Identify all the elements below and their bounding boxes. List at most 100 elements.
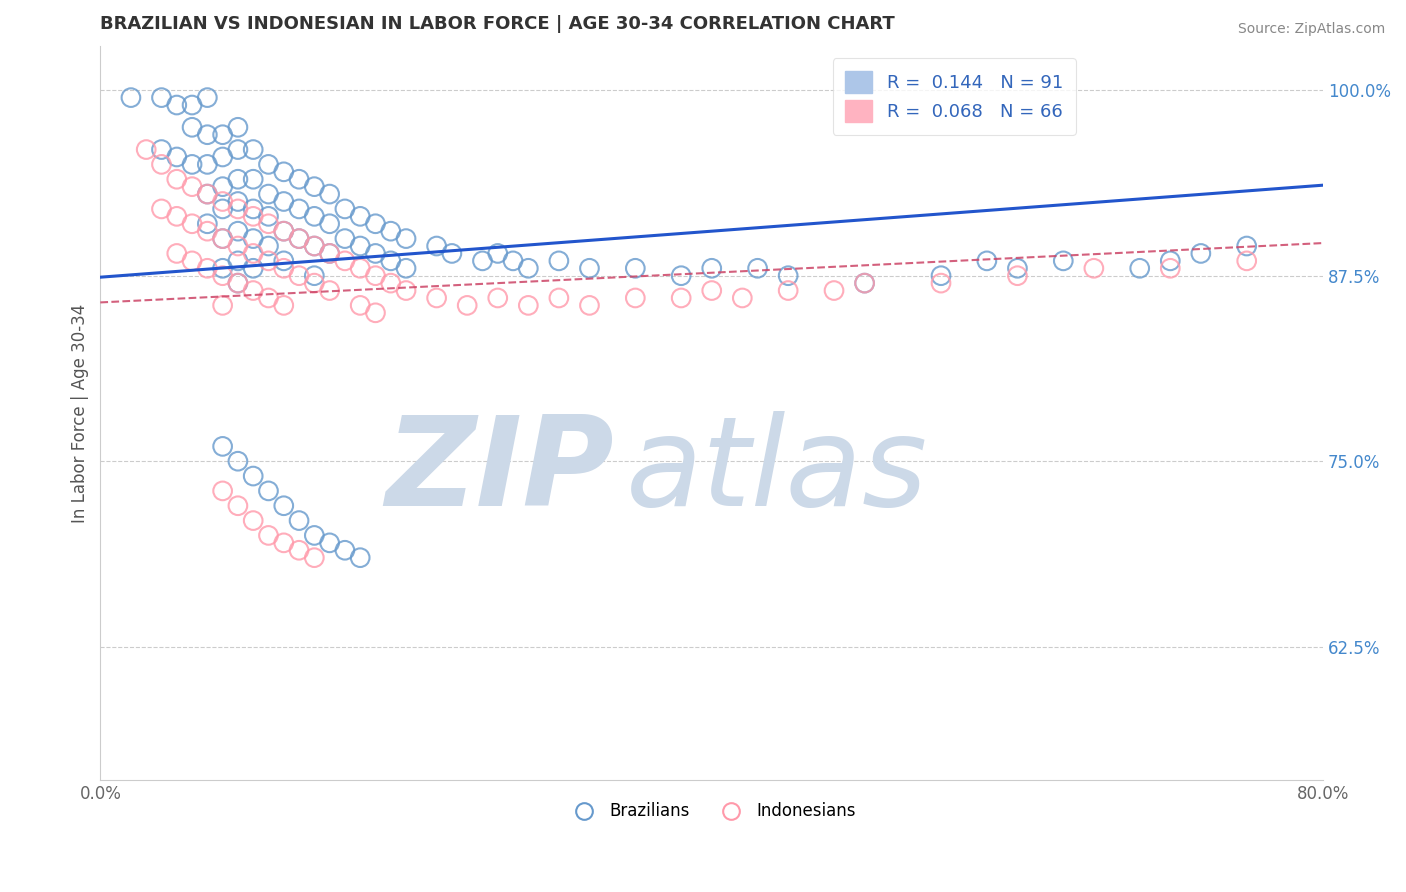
Point — [195, 157, 218, 171]
Point — [211, 261, 233, 276]
Point — [578, 298, 600, 312]
Point — [349, 210, 371, 224]
Point — [288, 231, 311, 245]
Point — [273, 499, 295, 513]
Point — [517, 298, 540, 312]
Point — [288, 543, 311, 558]
Point — [1129, 261, 1152, 276]
Point — [120, 90, 142, 104]
Point — [211, 439, 233, 453]
Point — [211, 268, 233, 283]
Point — [349, 550, 371, 565]
Point — [304, 276, 326, 290]
Point — [929, 268, 952, 283]
Point — [181, 253, 204, 268]
Point — [181, 157, 204, 171]
Point — [349, 261, 371, 276]
Point — [778, 268, 800, 283]
Text: ZIP: ZIP — [385, 411, 614, 533]
Point — [226, 143, 249, 157]
Point — [181, 98, 204, 112]
Point — [1236, 239, 1258, 253]
Point — [242, 210, 264, 224]
Point — [318, 187, 340, 202]
Point — [1083, 261, 1105, 276]
Point — [304, 210, 326, 224]
Point — [226, 120, 249, 135]
Point — [333, 543, 356, 558]
Point — [211, 179, 233, 194]
Point — [273, 194, 295, 209]
Point — [150, 143, 173, 157]
Point — [1159, 261, 1181, 276]
Point — [273, 253, 295, 268]
Point — [211, 194, 233, 209]
Point — [181, 120, 204, 135]
Point — [747, 261, 769, 276]
Point — [502, 253, 524, 268]
Point — [395, 231, 418, 245]
Point — [380, 276, 402, 290]
Point — [226, 224, 249, 238]
Point — [195, 187, 218, 202]
Point — [624, 261, 647, 276]
Point — [288, 202, 311, 216]
Point — [257, 291, 280, 305]
Point — [166, 150, 188, 164]
Point — [257, 210, 280, 224]
Point — [731, 291, 754, 305]
Point — [273, 224, 295, 238]
Point — [226, 194, 249, 209]
Point — [211, 150, 233, 164]
Point — [700, 261, 723, 276]
Point — [211, 231, 233, 245]
Point — [195, 261, 218, 276]
Point — [166, 246, 188, 260]
Point — [242, 261, 264, 276]
Point — [150, 157, 173, 171]
Point — [304, 239, 326, 253]
Point — [288, 231, 311, 245]
Point — [318, 246, 340, 260]
Point — [242, 172, 264, 186]
Point — [318, 536, 340, 550]
Point — [273, 261, 295, 276]
Point — [364, 306, 387, 320]
Point — [318, 284, 340, 298]
Point — [364, 268, 387, 283]
Point — [257, 157, 280, 171]
Point — [242, 202, 264, 216]
Text: Source: ZipAtlas.com: Source: ZipAtlas.com — [1237, 22, 1385, 37]
Point — [166, 210, 188, 224]
Point — [304, 268, 326, 283]
Point — [226, 276, 249, 290]
Point — [273, 298, 295, 312]
Point — [211, 231, 233, 245]
Point — [288, 268, 311, 283]
Text: BRAZILIAN VS INDONESIAN IN LABOR FORCE | AGE 30-34 CORRELATION CHART: BRAZILIAN VS INDONESIAN IN LABOR FORCE |… — [100, 15, 896, 33]
Point — [426, 291, 449, 305]
Point — [1007, 261, 1029, 276]
Point — [242, 231, 264, 245]
Point — [211, 483, 233, 498]
Point — [853, 276, 876, 290]
Point — [273, 224, 295, 238]
Point — [669, 291, 692, 305]
Point — [349, 298, 371, 312]
Point — [257, 253, 280, 268]
Point — [853, 276, 876, 290]
Point — [364, 217, 387, 231]
Point — [517, 261, 540, 276]
Point — [318, 217, 340, 231]
Point — [548, 291, 571, 305]
Point — [288, 514, 311, 528]
Point — [823, 284, 845, 298]
Point — [181, 179, 204, 194]
Point — [242, 246, 264, 260]
Point — [333, 253, 356, 268]
Point — [226, 253, 249, 268]
Point — [166, 172, 188, 186]
Point — [257, 187, 280, 202]
Point — [195, 217, 218, 231]
Point — [195, 128, 218, 142]
